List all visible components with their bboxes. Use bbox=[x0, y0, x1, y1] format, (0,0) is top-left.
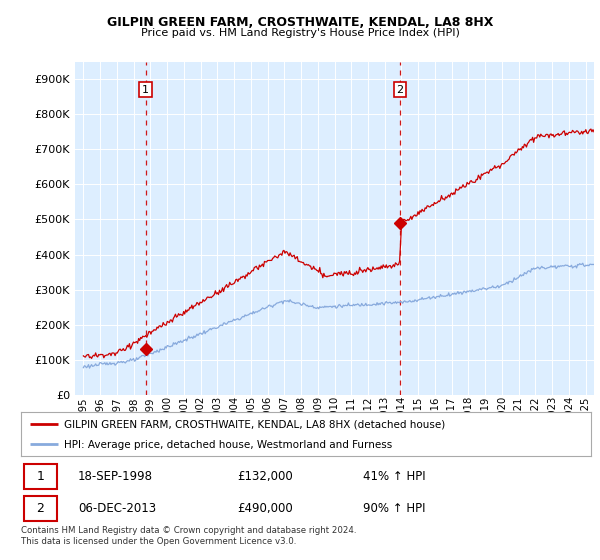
Text: 90% ↑ HPI: 90% ↑ HPI bbox=[363, 502, 425, 515]
Text: Price paid vs. HM Land Registry's House Price Index (HPI): Price paid vs. HM Land Registry's House … bbox=[140, 28, 460, 38]
Text: Contains HM Land Registry data © Crown copyright and database right 2024.
This d: Contains HM Land Registry data © Crown c… bbox=[21, 526, 356, 546]
Text: 1: 1 bbox=[142, 85, 149, 95]
Text: 41% ↑ HPI: 41% ↑ HPI bbox=[363, 470, 425, 483]
Text: GILPIN GREEN FARM, CROSTHWAITE, KENDAL, LA8 8HX: GILPIN GREEN FARM, CROSTHWAITE, KENDAL, … bbox=[107, 16, 493, 29]
Text: HPI: Average price, detached house, Westmorland and Furness: HPI: Average price, detached house, West… bbox=[64, 440, 392, 450]
Text: GILPIN GREEN FARM, CROSTHWAITE, KENDAL, LA8 8HX (detached house): GILPIN GREEN FARM, CROSTHWAITE, KENDAL, … bbox=[64, 419, 445, 430]
Text: 2: 2 bbox=[397, 85, 404, 95]
Text: 06-DEC-2013: 06-DEC-2013 bbox=[78, 502, 156, 515]
Text: 2: 2 bbox=[37, 502, 44, 515]
FancyBboxPatch shape bbox=[24, 497, 57, 521]
Text: 1: 1 bbox=[37, 470, 44, 483]
Text: £490,000: £490,000 bbox=[238, 502, 293, 515]
Text: 18-SEP-1998: 18-SEP-1998 bbox=[78, 470, 153, 483]
FancyBboxPatch shape bbox=[24, 464, 57, 489]
Text: £132,000: £132,000 bbox=[238, 470, 293, 483]
